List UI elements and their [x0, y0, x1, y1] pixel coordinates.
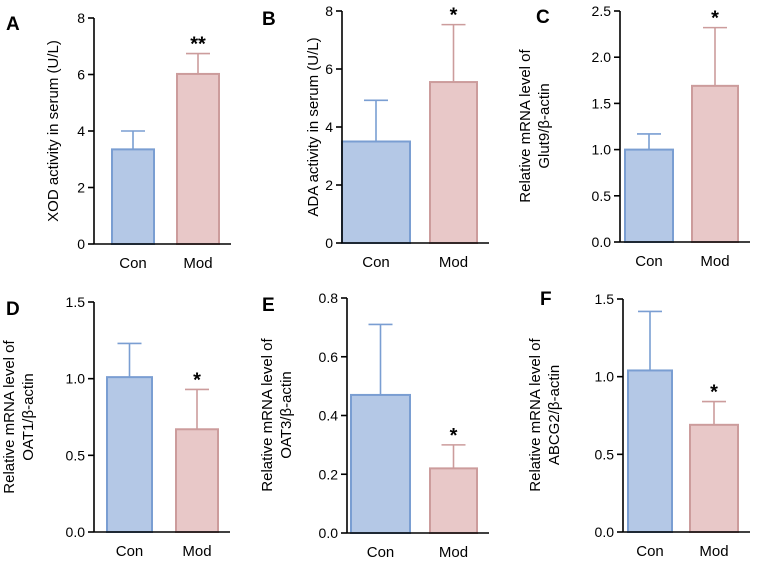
y-axis-label: Relative mRNA level of ABCG2/β-actin [527, 337, 563, 491]
chart-panel-a: A Con ** Mod 0 2 4 6 8 XOD activity in serum (U/L… [6, 10, 231, 272]
y-axis-label: Relative mRNA level of OAT3/β-actin [259, 337, 295, 491]
y-axis-label-line: XOD activity in serum (U/L) [45, 40, 62, 222]
y-axis-label-line: Relative mRNA level of [517, 48, 534, 202]
significance-marker: * [450, 5, 458, 27]
panel-letter: F [540, 289, 552, 310]
x-tick-label: Con [119, 255, 147, 272]
significance-marker: * [710, 382, 718, 404]
y-tick-label: 0.4 [319, 408, 339, 424]
y-tick-label: 2.5 [592, 3, 612, 19]
y-tick-label: 2.0 [592, 49, 612, 65]
y-tick-label: 1.5 [595, 291, 615, 307]
y-tick-label: 1.0 [66, 371, 86, 387]
y-tick-label: 0.0 [319, 525, 339, 541]
bar-con [627, 369, 673, 533]
x-tick-label: Mod [699, 543, 728, 560]
y-tick-label: 0 [325, 235, 333, 251]
y-tick-label: 0.0 [66, 524, 86, 540]
y-tick-label: 2 [325, 177, 333, 193]
bar-mod [175, 428, 219, 533]
y-tick-label: 0.5 [592, 188, 612, 204]
y-tick-label: 4 [325, 119, 333, 135]
y-tick-label: 6 [77, 67, 85, 83]
bar-con [106, 376, 153, 533]
bar-mod [176, 72, 220, 245]
bar-con [111, 148, 155, 245]
x-tick-label: Con [636, 543, 664, 560]
y-axis-label-line: Glut9/β-actin [536, 83, 553, 168]
x-tick-label: Con [635, 253, 663, 270]
chart-panel-d: D Con * Mod 0.0 0.5 1.0 1.5 Relative mRNA level … [1, 294, 230, 560]
y-axis-label-line: Relative mRNA level of [1, 339, 18, 493]
significance-marker: * [711, 8, 719, 30]
x-tick-label: Mod [182, 543, 211, 560]
x-tick-label: Mod [439, 544, 468, 561]
chart-panel-e: E Con * Mod 0.0 0.2 0.4 0.6 0.8 Relative mRNA lev… [259, 290, 489, 561]
y-tick-label: 0.0 [595, 524, 615, 540]
bar-mod [429, 467, 478, 534]
y-tick-label: 8 [325, 3, 333, 19]
significance-marker: * [193, 369, 201, 391]
x-tick-label: Con [116, 543, 144, 560]
y-axis-label: Relative mRNA level of OAT1/β-actin [1, 339, 37, 493]
y-tick-label: 1.5 [592, 95, 612, 111]
panel-letter: C [536, 7, 550, 28]
panel-letter: A [6, 14, 20, 35]
y-tick-label: 0.8 [319, 290, 339, 306]
x-tick-label: Mod [183, 255, 212, 272]
y-tick-label: 1.0 [595, 369, 615, 385]
y-tick-label: 0.0 [592, 234, 612, 250]
chart-panel-c: C Con * Mod 0.0 0.5 1.0 1.5 2.0 2.5 Relative mRNA … [517, 3, 750, 270]
y-axis-label: XOD activity in serum (U/L) [45, 40, 62, 222]
y-axis-label: ADA activity in serum (U/L) [305, 37, 322, 216]
y-axis-label-line: Relative mRNA level of [259, 337, 276, 491]
significance-marker: ** [190, 34, 206, 56]
bar-con [624, 148, 674, 244]
panel-letter: D [6, 299, 20, 320]
x-tick-label: Con [362, 254, 390, 271]
y-tick-label: 0 [77, 236, 85, 252]
panel-letter: B [262, 9, 276, 30]
bar-mod [691, 84, 739, 244]
chart-panel-f: F Con * Mod 0.0 0.5 1.0 1.5 Relative mRNA level … [527, 289, 750, 560]
y-tick-label: 0.6 [319, 349, 339, 365]
bar-con [341, 140, 411, 244]
panel-letter: E [262, 295, 275, 316]
x-tick-label: Mod [439, 254, 468, 271]
bar-con [350, 393, 411, 534]
y-tick-label: 6 [325, 61, 333, 77]
y-tick-label: 0.2 [319, 466, 339, 482]
y-axis-label-line: ADA activity in serum (U/L) [305, 37, 322, 216]
y-tick-label: 1.5 [66, 294, 86, 310]
significance-marker: * [450, 425, 458, 447]
y-tick-label: 0.5 [66, 447, 86, 463]
chart-panel-b: B Con * Mod 0 2 4 6 8 ADA activity in serum (U/L) [262, 3, 489, 271]
bar-mod [689, 423, 739, 534]
y-tick-label: 0.5 [595, 446, 615, 462]
x-tick-label: Con [367, 544, 395, 561]
y-axis-label-line: Relative mRNA level of [527, 337, 544, 491]
y-tick-label: 2 [77, 180, 85, 196]
y-axis-label-line: OAT3/β-actin [278, 371, 295, 459]
y-tick-label: 8 [77, 10, 85, 26]
y-tick-label: 4 [77, 123, 85, 139]
y-axis-label-line: OAT1/β-actin [20, 373, 37, 461]
y-axis-label-line: ABCG2/β-actin [546, 365, 563, 465]
bar-mod [429, 81, 478, 244]
y-tick-label: 1.0 [592, 142, 612, 158]
y-axis-label: Relative mRNA level of Glut9/β-actin [517, 48, 553, 202]
x-tick-label: Mod [700, 253, 729, 270]
